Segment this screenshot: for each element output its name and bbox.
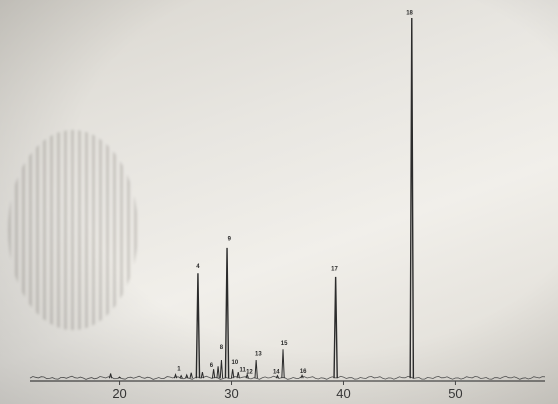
peak-13	[254, 360, 258, 379]
peak-minor-14	[245, 372, 249, 379]
peak-label-6: 6	[210, 363, 214, 369]
peak-14	[275, 374, 280, 379]
peak-17	[333, 276, 338, 379]
peak-label-9: 9	[228, 237, 232, 243]
peak-10	[230, 369, 235, 379]
x-tick-label-20: 20	[112, 386, 126, 401]
x-tick-label-40: 40	[336, 386, 350, 401]
baseline-noise	[29, 375, 546, 380]
peak-label-18: 18	[406, 10, 413, 16]
x-tick-label-30: 30	[224, 386, 238, 401]
peak-label-15: 15	[281, 341, 288, 347]
peak-label-11: 11	[240, 368, 247, 374]
peak-label-1: 1	[177, 367, 181, 373]
x-axis-ticks: 20 30 40 50	[112, 381, 463, 401]
peak-minor-10	[219, 360, 224, 379]
peaks	[108, 17, 415, 379]
peak-minor-4	[185, 373, 189, 379]
peak-18	[409, 17, 415, 379]
peak-label-13: 13	[255, 352, 262, 358]
peak-minor-1	[118, 376, 122, 379]
baseline-trace	[29, 375, 546, 380]
peak-label-8: 8	[220, 345, 224, 351]
peak-minor-0	[108, 373, 113, 379]
peak-16	[300, 373, 304, 379]
peak-label-17: 17	[331, 267, 338, 273]
peak-label-14: 14	[273, 369, 280, 375]
peak-15	[281, 349, 285, 379]
x-tick-label-50: 50	[448, 386, 462, 401]
peak-label-10: 10	[232, 360, 239, 366]
peak-9	[224, 247, 230, 379]
peak-minor-3	[179, 374, 183, 379]
peak-minor-8	[211, 369, 216, 379]
peak-label-4: 4	[196, 264, 200, 270]
peak-label-16: 16	[300, 369, 307, 375]
peak-minor-2	[173, 372, 178, 379]
peak-minor-9	[216, 366, 220, 379]
moire-artifact	[8, 130, 138, 330]
peak-minor-7	[200, 371, 205, 379]
peak-minor-5	[189, 372, 193, 379]
peak-4	[195, 273, 201, 379]
peak-minor-13	[236, 371, 240, 379]
peak-label-12: 12	[246, 369, 253, 375]
